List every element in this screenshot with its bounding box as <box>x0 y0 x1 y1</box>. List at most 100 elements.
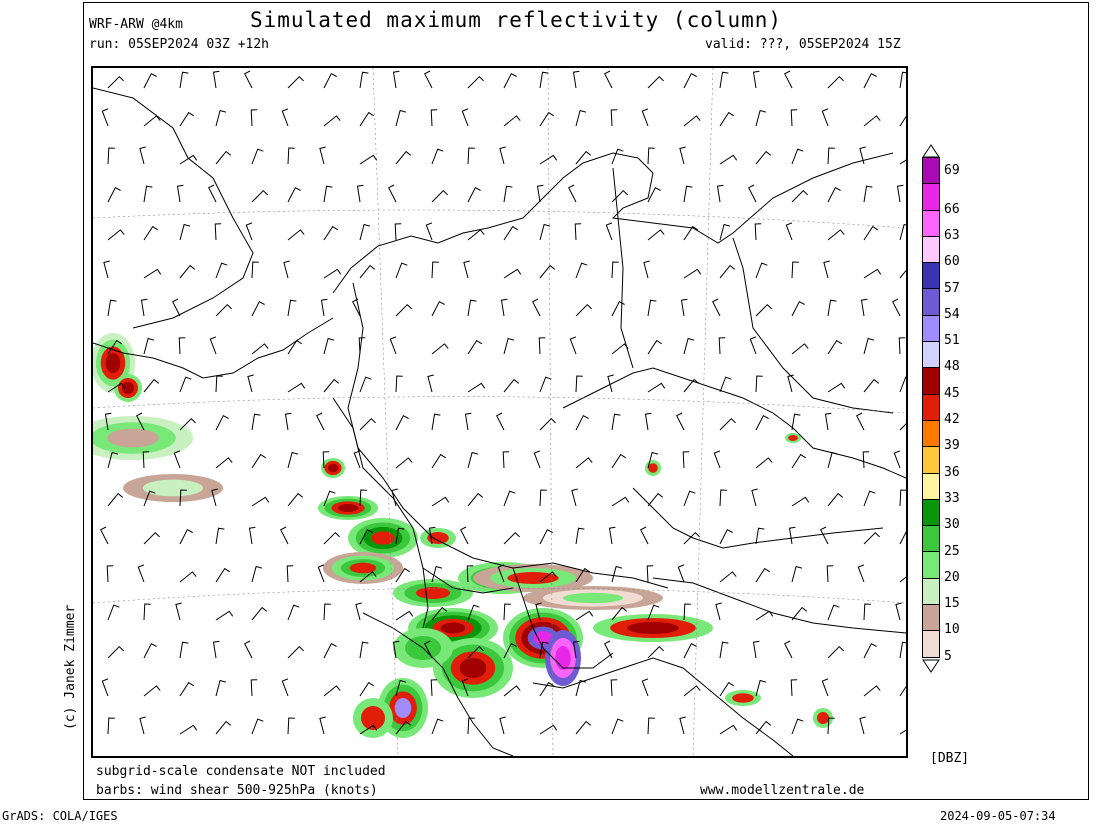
wind-barb <box>568 184 577 203</box>
wind-barb <box>287 339 302 355</box>
colorbar-swatch <box>922 342 940 369</box>
wind-barb <box>251 453 266 469</box>
wind-barb <box>461 108 469 127</box>
wind-barb <box>575 527 585 545</box>
wind-barb <box>784 640 793 659</box>
wind-barb <box>107 187 121 203</box>
wind-barb <box>605 222 613 241</box>
reflectivity-echo <box>533 631 553 645</box>
wind-barb <box>791 413 801 431</box>
wind-barb <box>104 412 112 431</box>
colorbar-swatch <box>922 499 940 527</box>
wind-barb <box>676 412 685 431</box>
wind-barb <box>604 70 613 89</box>
wind-barb <box>683 115 701 127</box>
colorbar-tick-label: 63 <box>944 227 960 243</box>
reflectivity-echo <box>415 587 451 599</box>
wind-barb <box>611 565 623 583</box>
colorbar-swatch <box>922 605 940 632</box>
wind-barb <box>323 685 341 697</box>
wind-barb <box>719 264 736 279</box>
wind-barb <box>143 643 157 659</box>
wind-barb <box>431 606 448 621</box>
wind-barb <box>683 337 695 355</box>
wind-barb <box>287 75 304 89</box>
colorbar-top-arrow <box>922 144 940 158</box>
lat-line-1 <box>93 209 906 229</box>
wind-barb <box>857 564 865 583</box>
wind-barb <box>503 268 522 279</box>
wind-barb <box>247 374 254 393</box>
wind-barb <box>251 343 269 355</box>
wind-barb <box>683 378 700 393</box>
run-label: run: 05SEP2024 03Z +12h <box>89 37 270 52</box>
author-credit: (c) Janek Zimmer <box>63 604 78 730</box>
wind-barb <box>791 565 803 583</box>
wind-barb <box>317 564 325 583</box>
wind-barb <box>856 412 865 431</box>
wind-barb <box>322 451 330 469</box>
reflectivity-echo <box>555 646 571 670</box>
wind-barb <box>892 298 901 317</box>
border-8 <box>612 167 634 369</box>
wind-barb <box>899 376 906 393</box>
wind-barb <box>431 261 439 279</box>
colorbar-tick-label: 54 <box>944 306 960 322</box>
wind-barb <box>719 111 734 127</box>
wind-barb <box>244 70 253 89</box>
wind-barb <box>611 496 630 507</box>
wind-barb <box>503 337 515 355</box>
wind-barb <box>467 492 484 507</box>
wind-barb <box>826 565 834 583</box>
colorbar-tick-label: 25 <box>944 543 960 559</box>
wind-barb <box>821 108 829 127</box>
wind-barb <box>790 109 798 127</box>
wind-barb <box>895 602 902 621</box>
wind-barb <box>749 336 757 355</box>
wind-barb <box>604 640 613 659</box>
wind-barb <box>719 154 738 165</box>
wind-barb <box>748 184 757 203</box>
wind-barb <box>251 261 259 279</box>
wind-barb <box>575 457 593 469</box>
wind-barb <box>683 225 698 241</box>
wind-barb <box>251 496 270 507</box>
wind-barb <box>143 378 160 393</box>
wind-barb <box>352 298 361 317</box>
wind-barb <box>538 337 546 355</box>
reflectivity-echo <box>732 693 754 703</box>
wind-barb <box>575 375 583 393</box>
colorbar-tick-label: 69 <box>944 163 960 178</box>
wind-barb <box>863 337 875 355</box>
wind-barb <box>503 603 511 621</box>
software-label: GrADS: COLA/IGES <box>2 809 118 823</box>
wind-barb <box>358 337 366 355</box>
reflectivity-echo <box>338 504 358 512</box>
wind-barb <box>863 643 877 659</box>
wind-barb <box>755 527 765 545</box>
wind-barb <box>790 679 798 697</box>
wind-barb <box>244 640 253 659</box>
wind-barb <box>898 337 906 355</box>
wind-barb <box>862 451 870 469</box>
wind-barb <box>539 417 556 431</box>
wind-barb <box>611 718 624 735</box>
wind-barb <box>899 641 906 659</box>
wind-barb <box>143 603 151 621</box>
wind-barb <box>791 343 809 355</box>
wind-barb <box>827 229 845 241</box>
wind-barb <box>719 417 736 431</box>
wind-barb <box>323 115 341 127</box>
wind-barb <box>863 185 873 203</box>
wind-barb <box>539 489 547 507</box>
wind-barb <box>287 382 306 393</box>
wind-barb <box>143 73 157 89</box>
wind-barb <box>575 262 588 279</box>
wind-barb <box>539 529 553 545</box>
wind-barb <box>719 489 727 507</box>
wind-barb <box>719 529 733 545</box>
wind-barb <box>572 640 580 659</box>
colorbar-tick-label: 42 <box>944 412 960 427</box>
wind-barb <box>575 109 587 127</box>
wind-barb <box>539 223 551 241</box>
